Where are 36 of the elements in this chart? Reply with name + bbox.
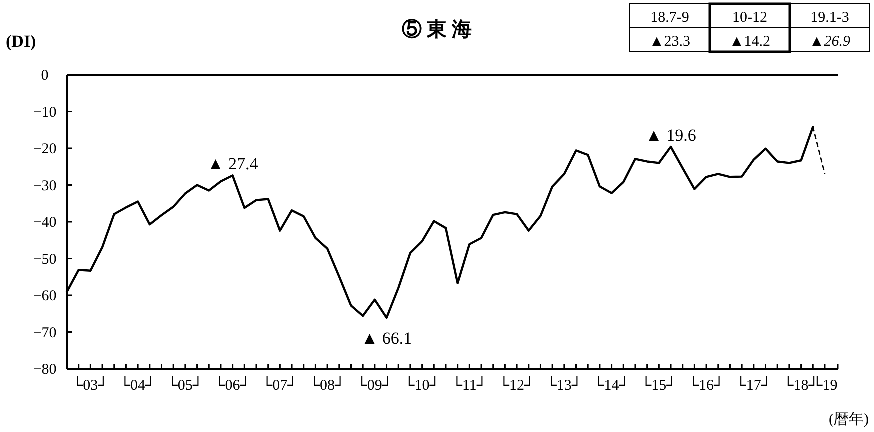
text: 10-12: [732, 10, 768, 26]
y-tick-label: 0: [41, 68, 49, 84]
x-tick-label: └03┘: [72, 376, 109, 394]
x-tick-label: └06┘: [214, 376, 251, 394]
text: 18.7-9: [650, 10, 690, 26]
y-tick-label: −30: [33, 178, 57, 194]
x-tick-label: └05┘: [167, 376, 204, 394]
y-tick-label: −20: [33, 142, 57, 158]
x-tick-label: └13┘: [546, 376, 583, 394]
y-axis-title: (DI): [6, 32, 36, 51]
x-tick-label: └16┘: [688, 376, 725, 394]
y-tick-label: −40: [33, 215, 57, 231]
text: 19.1-3: [810, 10, 850, 26]
x-tick-label: └17┘: [736, 376, 772, 394]
x-tick-label: └04┘: [120, 376, 156, 394]
text: ▲26.9: [809, 34, 852, 50]
y-tick-label: −70: [33, 325, 57, 342]
x-tick-label: └08┘: [309, 376, 346, 394]
x-tick-label: └15┘: [641, 376, 678, 394]
y-tick-label: −10: [33, 104, 57, 121]
text: ▲14.2: [729, 34, 771, 50]
x-tick-label: └09┘: [356, 376, 394, 394]
annotation: ▲ 19.6: [646, 126, 696, 146]
y-tick-label: −60: [33, 288, 57, 304]
y-tick-label: −50: [33, 252, 57, 268]
x-axis-title: (暦年): [829, 411, 869, 428]
x-tick-label: └10┘: [404, 376, 440, 394]
x-tick-label: └12┘: [498, 376, 536, 394]
y-tick-label: −80: [33, 362, 57, 378]
text: ▲23.3: [649, 34, 691, 50]
x-tick-label: └11┘: [452, 376, 488, 394]
x-tick-label: └14┘: [594, 376, 630, 394]
x-tick-label: └07┘: [262, 376, 298, 394]
chart-title: ⑤ 東 海: [402, 19, 472, 41]
annotation: ▲ 27.4: [207, 154, 259, 174]
annotation: ▲ 66.1: [361, 328, 412, 348]
